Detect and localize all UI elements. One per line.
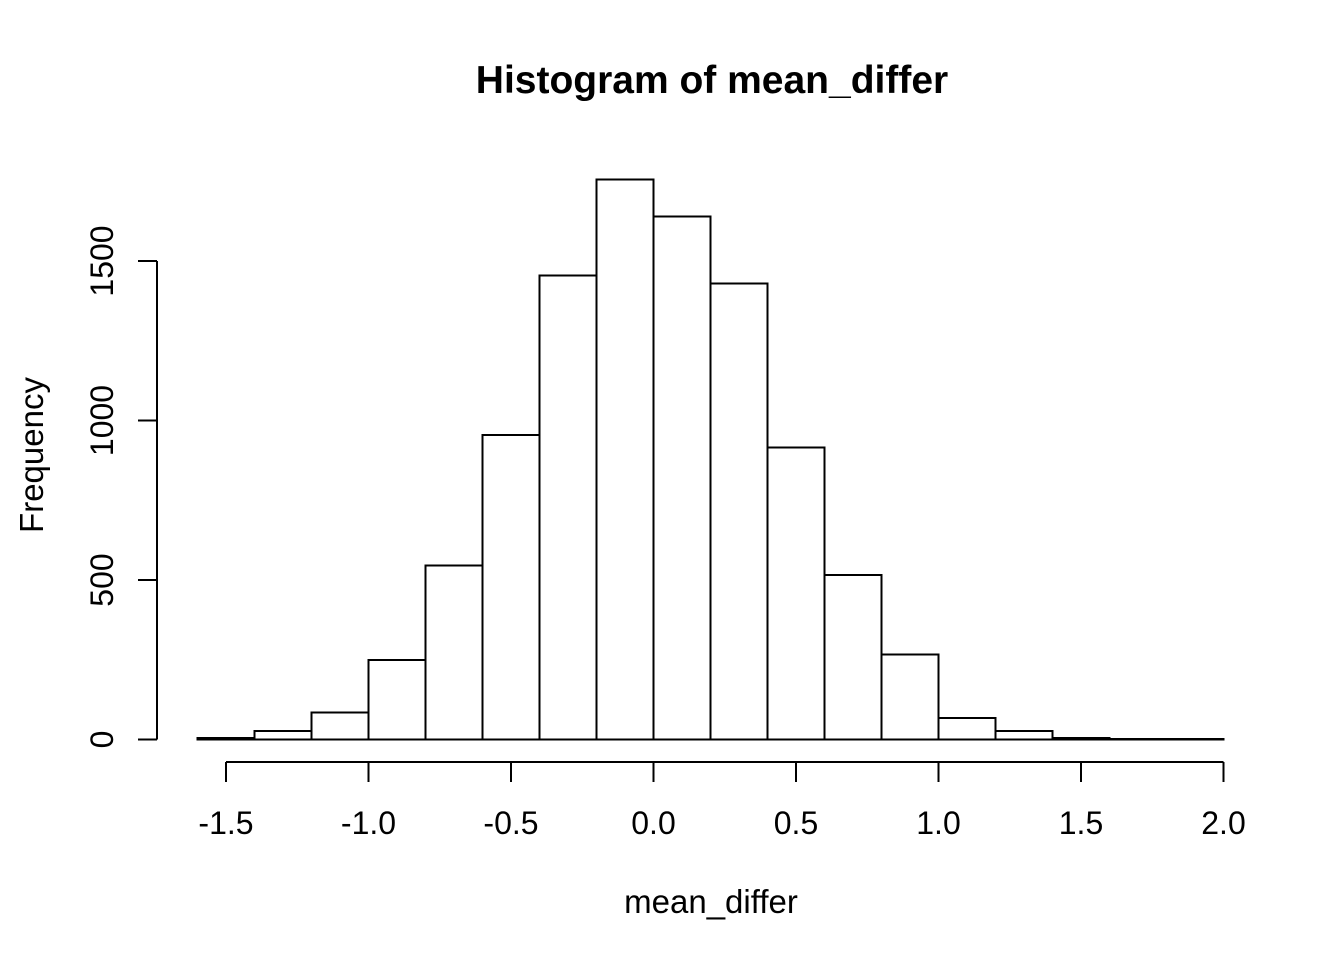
histogram-bars xyxy=(196,178,1225,741)
x-tick-label: 0.0 xyxy=(631,805,675,841)
x-tick-label: 1.5 xyxy=(1059,805,1103,841)
x-tick-label: -0.5 xyxy=(483,805,538,841)
y-axis-label: Frequency xyxy=(13,377,50,533)
chart-title: Histogram of mean_differ xyxy=(476,59,948,102)
histogram-bar xyxy=(880,653,940,741)
histogram-bar xyxy=(310,711,370,741)
x-tick-label: 2.0 xyxy=(1201,805,1245,841)
histogram-bar xyxy=(196,737,256,741)
histogram-bar xyxy=(1108,737,1168,741)
histogram-bar xyxy=(766,446,826,741)
histogram-bar xyxy=(1051,736,1111,741)
x-axis: -1.5 -1.0 -0.5 0.0 0.5 1.0 1.5 2.0 xyxy=(198,761,1246,841)
x-axis-label: mean_differ xyxy=(624,883,798,920)
histogram-bar xyxy=(823,574,883,741)
histogram-bar xyxy=(595,178,655,741)
y-axis: 0 500 1000 1500 xyxy=(84,225,158,749)
histogram-bar xyxy=(937,716,997,741)
x-tick-label: -1.0 xyxy=(341,805,396,841)
histogram-bar xyxy=(709,282,769,741)
histogram-bar xyxy=(367,658,427,741)
histogram-bar xyxy=(994,729,1054,741)
x-tick-label: 0.5 xyxy=(774,805,818,841)
histogram-bar xyxy=(652,215,712,741)
y-tick-label: 1000 xyxy=(84,385,120,456)
y-tick-label: 1500 xyxy=(84,225,120,296)
histogram-bar xyxy=(538,274,598,741)
histogram-bar xyxy=(253,729,313,741)
histogram-bar xyxy=(481,433,541,741)
x-tick-label: 1.0 xyxy=(916,805,960,841)
histogram-bar xyxy=(424,564,484,741)
histogram-bar xyxy=(1165,738,1225,741)
y-tick-label: 0 xyxy=(84,731,120,749)
y-tick-label: 500 xyxy=(84,553,120,606)
x-tick-label: -1.5 xyxy=(198,805,253,841)
